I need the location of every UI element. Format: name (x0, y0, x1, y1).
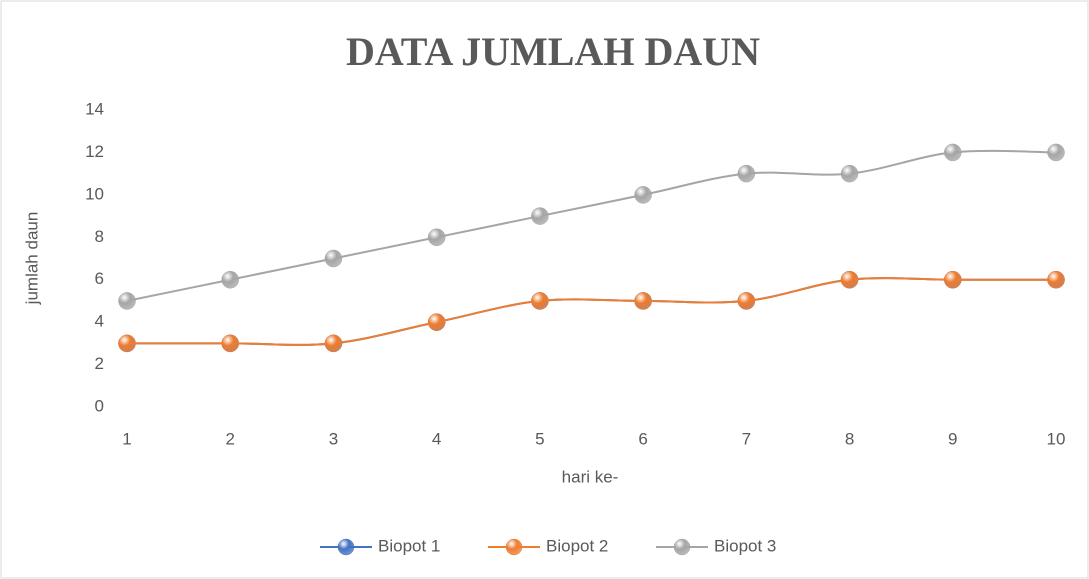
x-tick-label: 7 (742, 429, 751, 448)
data-point (634, 186, 652, 204)
legend-marker (673, 538, 691, 556)
x-tick-label: 2 (225, 429, 234, 448)
x-tick-label: 9 (948, 429, 957, 448)
x-tick-label: 4 (432, 429, 441, 448)
series-line (126, 149, 1057, 302)
data-point (324, 249, 343, 268)
y-tick-label: 6 (95, 269, 104, 288)
data-point (737, 164, 756, 183)
data-point (944, 143, 962, 162)
data-point (324, 334, 343, 353)
y-tick-label: 8 (95, 227, 104, 246)
y-tick-label: 12 (85, 142, 104, 161)
legend-label: Biopot 3 (714, 536, 776, 555)
data-point (221, 334, 239, 353)
x-tick-label: 6 (638, 429, 647, 448)
legend-marker (505, 538, 523, 556)
x-tick-label: 8 (845, 429, 854, 448)
y-axis-label: jumlah daun (22, 212, 41, 306)
data-point (118, 334, 136, 353)
data-point (1047, 143, 1065, 162)
data-point (840, 164, 859, 183)
data-point (427, 228, 446, 247)
data-point (737, 292, 756, 310)
data-point (531, 292, 549, 310)
y-tick-label: 14 (85, 99, 104, 118)
data-point (1047, 270, 1065, 289)
legend-marker (337, 538, 355, 556)
data-point (118, 292, 136, 310)
data-point (427, 313, 446, 331)
data-point (634, 292, 652, 310)
data-point (531, 207, 549, 225)
data-point (840, 270, 859, 289)
y-tick-label: 0 (95, 396, 104, 415)
data-point (944, 270, 962, 289)
legend-label: Biopot 2 (546, 536, 608, 555)
x-axis-label: hari ke- (562, 467, 619, 486)
y-tick-label: 4 (95, 312, 104, 331)
x-tick-label: 10 (1047, 429, 1066, 448)
data-point (221, 270, 239, 289)
y-tick-label: 2 (95, 354, 104, 373)
series-line (126, 277, 1056, 346)
chart-title: DATA JUMLAH DAUN (346, 29, 760, 74)
legend-label: Biopot 1 (378, 536, 440, 555)
x-tick-label: 1 (122, 429, 131, 448)
x-tick-label: 5 (535, 429, 544, 448)
y-tick-label: 10 (85, 184, 104, 203)
x-tick-label: 3 (329, 429, 338, 448)
